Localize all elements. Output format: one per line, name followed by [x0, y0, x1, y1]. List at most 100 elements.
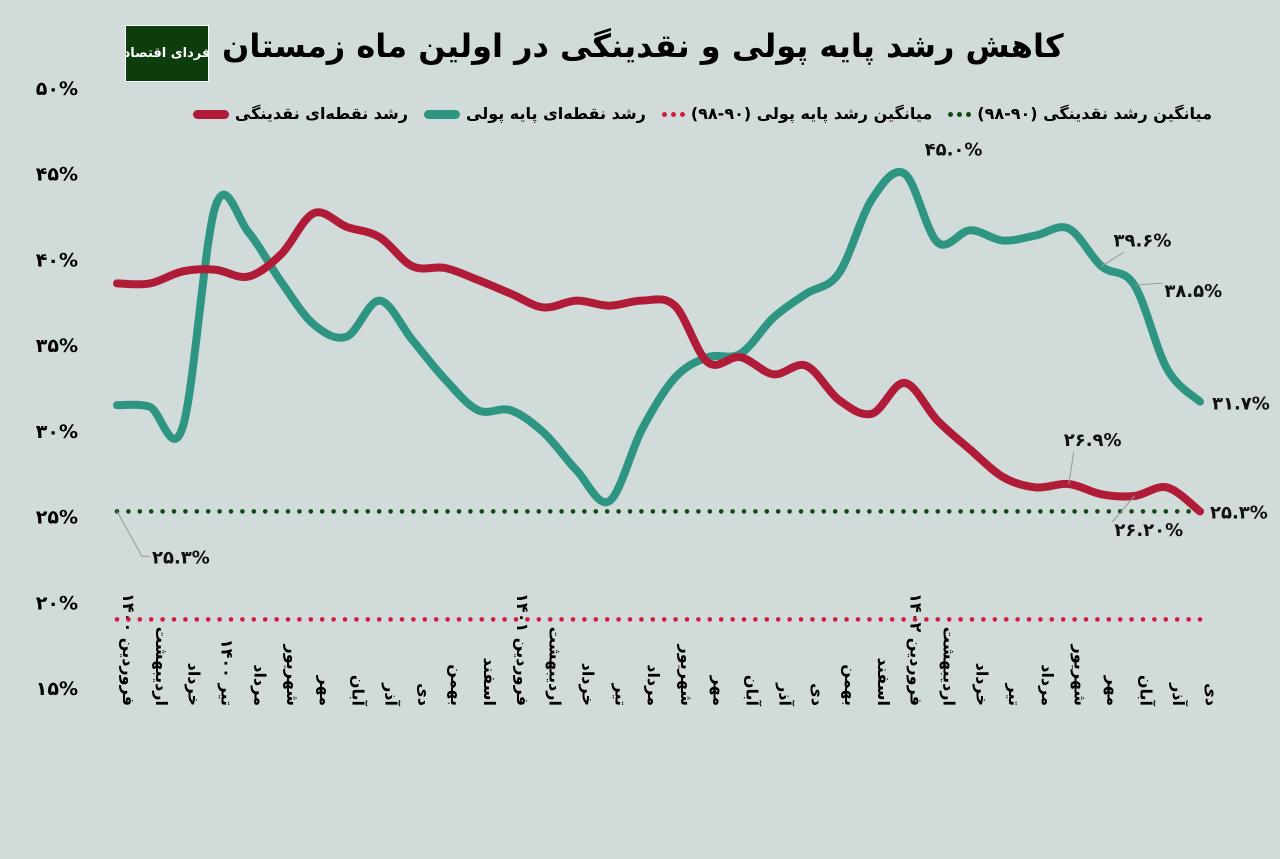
- average-dot: [171, 617, 177, 622]
- average-dot: [433, 509, 439, 514]
- average-dot: [1038, 509, 1043, 514]
- average-dot: [490, 509, 496, 514]
- liquidity-growth-line: [113, 208, 1204, 516]
- legend-label: میانگین رشد نقدینگی (۹۰-۹۸): [977, 104, 1212, 123]
- average-dot: [1186, 617, 1191, 622]
- average-dot: [262, 509, 268, 514]
- average-dot: [661, 617, 667, 622]
- average-dot: [262, 617, 268, 622]
- average-dot: [981, 617, 986, 622]
- x-tick-label: فروردین ۱۴۰۰: [119, 593, 138, 706]
- average-dot: [559, 509, 564, 514]
- average-dot: [1083, 509, 1089, 514]
- legend-line-swatch: [424, 109, 460, 119]
- y-tick-label: ۱۵%: [36, 678, 78, 700]
- average-dot: [718, 509, 724, 514]
- average-dot: [126, 509, 131, 514]
- average-dot: [1095, 617, 1100, 622]
- average-dot: [1140, 509, 1146, 514]
- average-dot: [365, 509, 371, 514]
- x-tick-label: فروردین ۱۴۰۲: [907, 593, 926, 706]
- average-dot: [1095, 509, 1100, 514]
- x-tick-label: شهریور: [283, 644, 302, 707]
- data-label: ۲۶.۲۰%: [1114, 520, 1183, 541]
- legend-item-base-average: میانگین رشد پایه پولی (۹۰-۹۸): [661, 104, 932, 124]
- average-dot: [753, 617, 758, 622]
- data-label: ۲۶.۹%: [1064, 430, 1122, 451]
- average-dot: [422, 617, 428, 622]
- average-dot: [798, 509, 804, 514]
- average-dot: [1174, 617, 1180, 622]
- average-dot: [547, 617, 553, 622]
- monetary-base-growth-line: [113, 168, 1204, 507]
- average-dot: [183, 617, 188, 622]
- average-dot: [855, 509, 861, 514]
- average-dot: [1117, 509, 1123, 514]
- average-dot: [1003, 617, 1009, 622]
- average-dot: [981, 509, 986, 514]
- average-dot: [924, 617, 929, 622]
- average-dot: [593, 509, 599, 514]
- x-tick-label: مرداد: [644, 664, 663, 706]
- average-dot: [490, 617, 496, 622]
- average-dot: [536, 617, 542, 622]
- average-dot: [593, 617, 599, 622]
- average-dot: [365, 617, 371, 622]
- x-tick-label: دی: [808, 683, 827, 706]
- average-dot: [411, 617, 416, 622]
- average-dot: [479, 617, 485, 622]
- average-dot: [1049, 509, 1055, 514]
- average-dot: [707, 509, 713, 514]
- x-tick-label: مهر: [710, 675, 729, 706]
- average-dot: [399, 509, 405, 514]
- average-dot: [661, 509, 667, 514]
- average-dot: [274, 617, 279, 622]
- average-dot: [604, 617, 610, 622]
- average-dot: [411, 509, 416, 514]
- average-dot: [901, 509, 906, 514]
- x-tick-label: تیر ۱۴۰۰: [217, 639, 236, 706]
- average-data-label: ۲۵.۳%: [152, 547, 210, 568]
- x-tick-label: بهمن: [841, 664, 860, 706]
- average-dot: [228, 509, 234, 514]
- average-dot: [319, 617, 325, 622]
- x-tick-label: آذر: [382, 682, 402, 706]
- average-line-dotted: [114, 617, 1203, 622]
- average-dot: [889, 509, 895, 514]
- x-tick-label: آبان: [1136, 675, 1156, 707]
- legend-dotted-swatch: [661, 111, 685, 117]
- average-dot: [205, 617, 211, 622]
- average-dot: [126, 617, 131, 622]
- average-dot: [832, 509, 838, 514]
- x-tick-label: آبان: [743, 675, 763, 707]
- x-tick-label: دی: [1202, 683, 1221, 706]
- average-dot: [935, 509, 941, 514]
- average-dot: [1072, 617, 1077, 622]
- average-dot: [1038, 617, 1043, 622]
- average-dot: [616, 617, 621, 622]
- legend-item-monetary-base: رشد نقطه‌ای پایه پولی: [424, 104, 646, 124]
- average-dot: [240, 509, 245, 514]
- average-dot: [205, 509, 211, 514]
- average-dot: [627, 617, 633, 622]
- average-dot: [354, 509, 359, 514]
- average-dot: [285, 617, 291, 622]
- average-dot: [342, 617, 348, 622]
- x-tick-label: تیر: [611, 683, 630, 707]
- average-dot: [821, 509, 827, 514]
- average-dot: [684, 617, 690, 622]
- average-dot: [992, 617, 998, 622]
- x-tick-label: مرداد: [250, 664, 269, 706]
- x-tick-label: شهریور: [1071, 644, 1090, 707]
- data-label: ۳۸.۵%: [1164, 281, 1222, 302]
- average-dot: [946, 617, 952, 622]
- average-dot: [1106, 509, 1112, 514]
- x-tick-label: فروردین ۱۴۰۱: [513, 593, 532, 706]
- average-dot: [297, 509, 302, 514]
- average-dot: [821, 617, 827, 622]
- average-dot: [502, 617, 507, 622]
- average-dot: [650, 617, 656, 622]
- y-tick-label: ۲۰%: [36, 592, 78, 614]
